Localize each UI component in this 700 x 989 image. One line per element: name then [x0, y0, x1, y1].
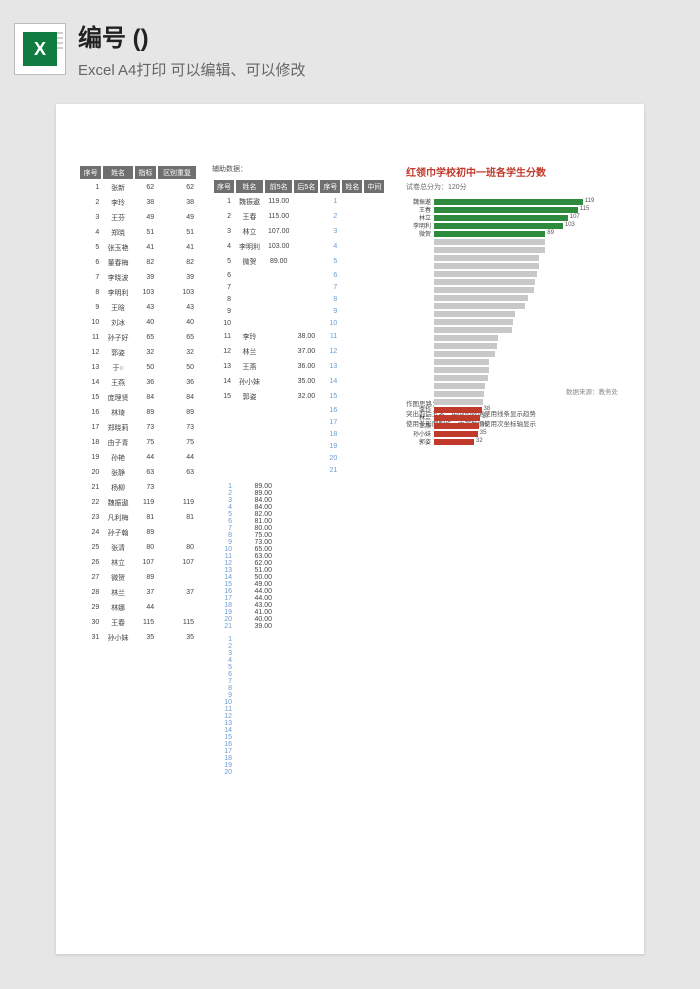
document-page: 序号姓名指标区别重复 1张新62622李玲38383王芬49494郑晓51515… [56, 104, 644, 954]
page-subtitle: Excel A4打印 可以编辑、可以修改 [78, 59, 306, 80]
excel-icon: X [14, 23, 66, 75]
chart-title: 红领巾学校初中一班各学生分数 [406, 164, 622, 179]
aux-label: 辅助数据： [212, 164, 392, 174]
file-header: X 编号 () Excel A4打印 可以编辑、可以修改 [0, 0, 700, 94]
chart-subtitle: 试卷总分为：120分 [406, 182, 622, 192]
middle-value-list: 189.00289.00384.00484.00582.00681.00780.… [212, 483, 392, 630]
score-chart: 红领巾学校初中一班各学生分数 试卷总分为：120分 魏振遨119王春115林立1… [406, 164, 622, 934]
page-title: 编号 () [78, 18, 306, 53]
sequence-list: 1234567891011121314151617181920 [212, 636, 392, 776]
main-data-table: 序号姓名指标区别重复 1张新62622李玲38383王芬49494郑晓51515… [78, 164, 198, 646]
excel-icon-letter: X [23, 32, 57, 66]
aux-data-table: 序号姓名前5名后5名序号姓名中间 1魏振遨119.0012王春115.0023林… [212, 178, 386, 477]
